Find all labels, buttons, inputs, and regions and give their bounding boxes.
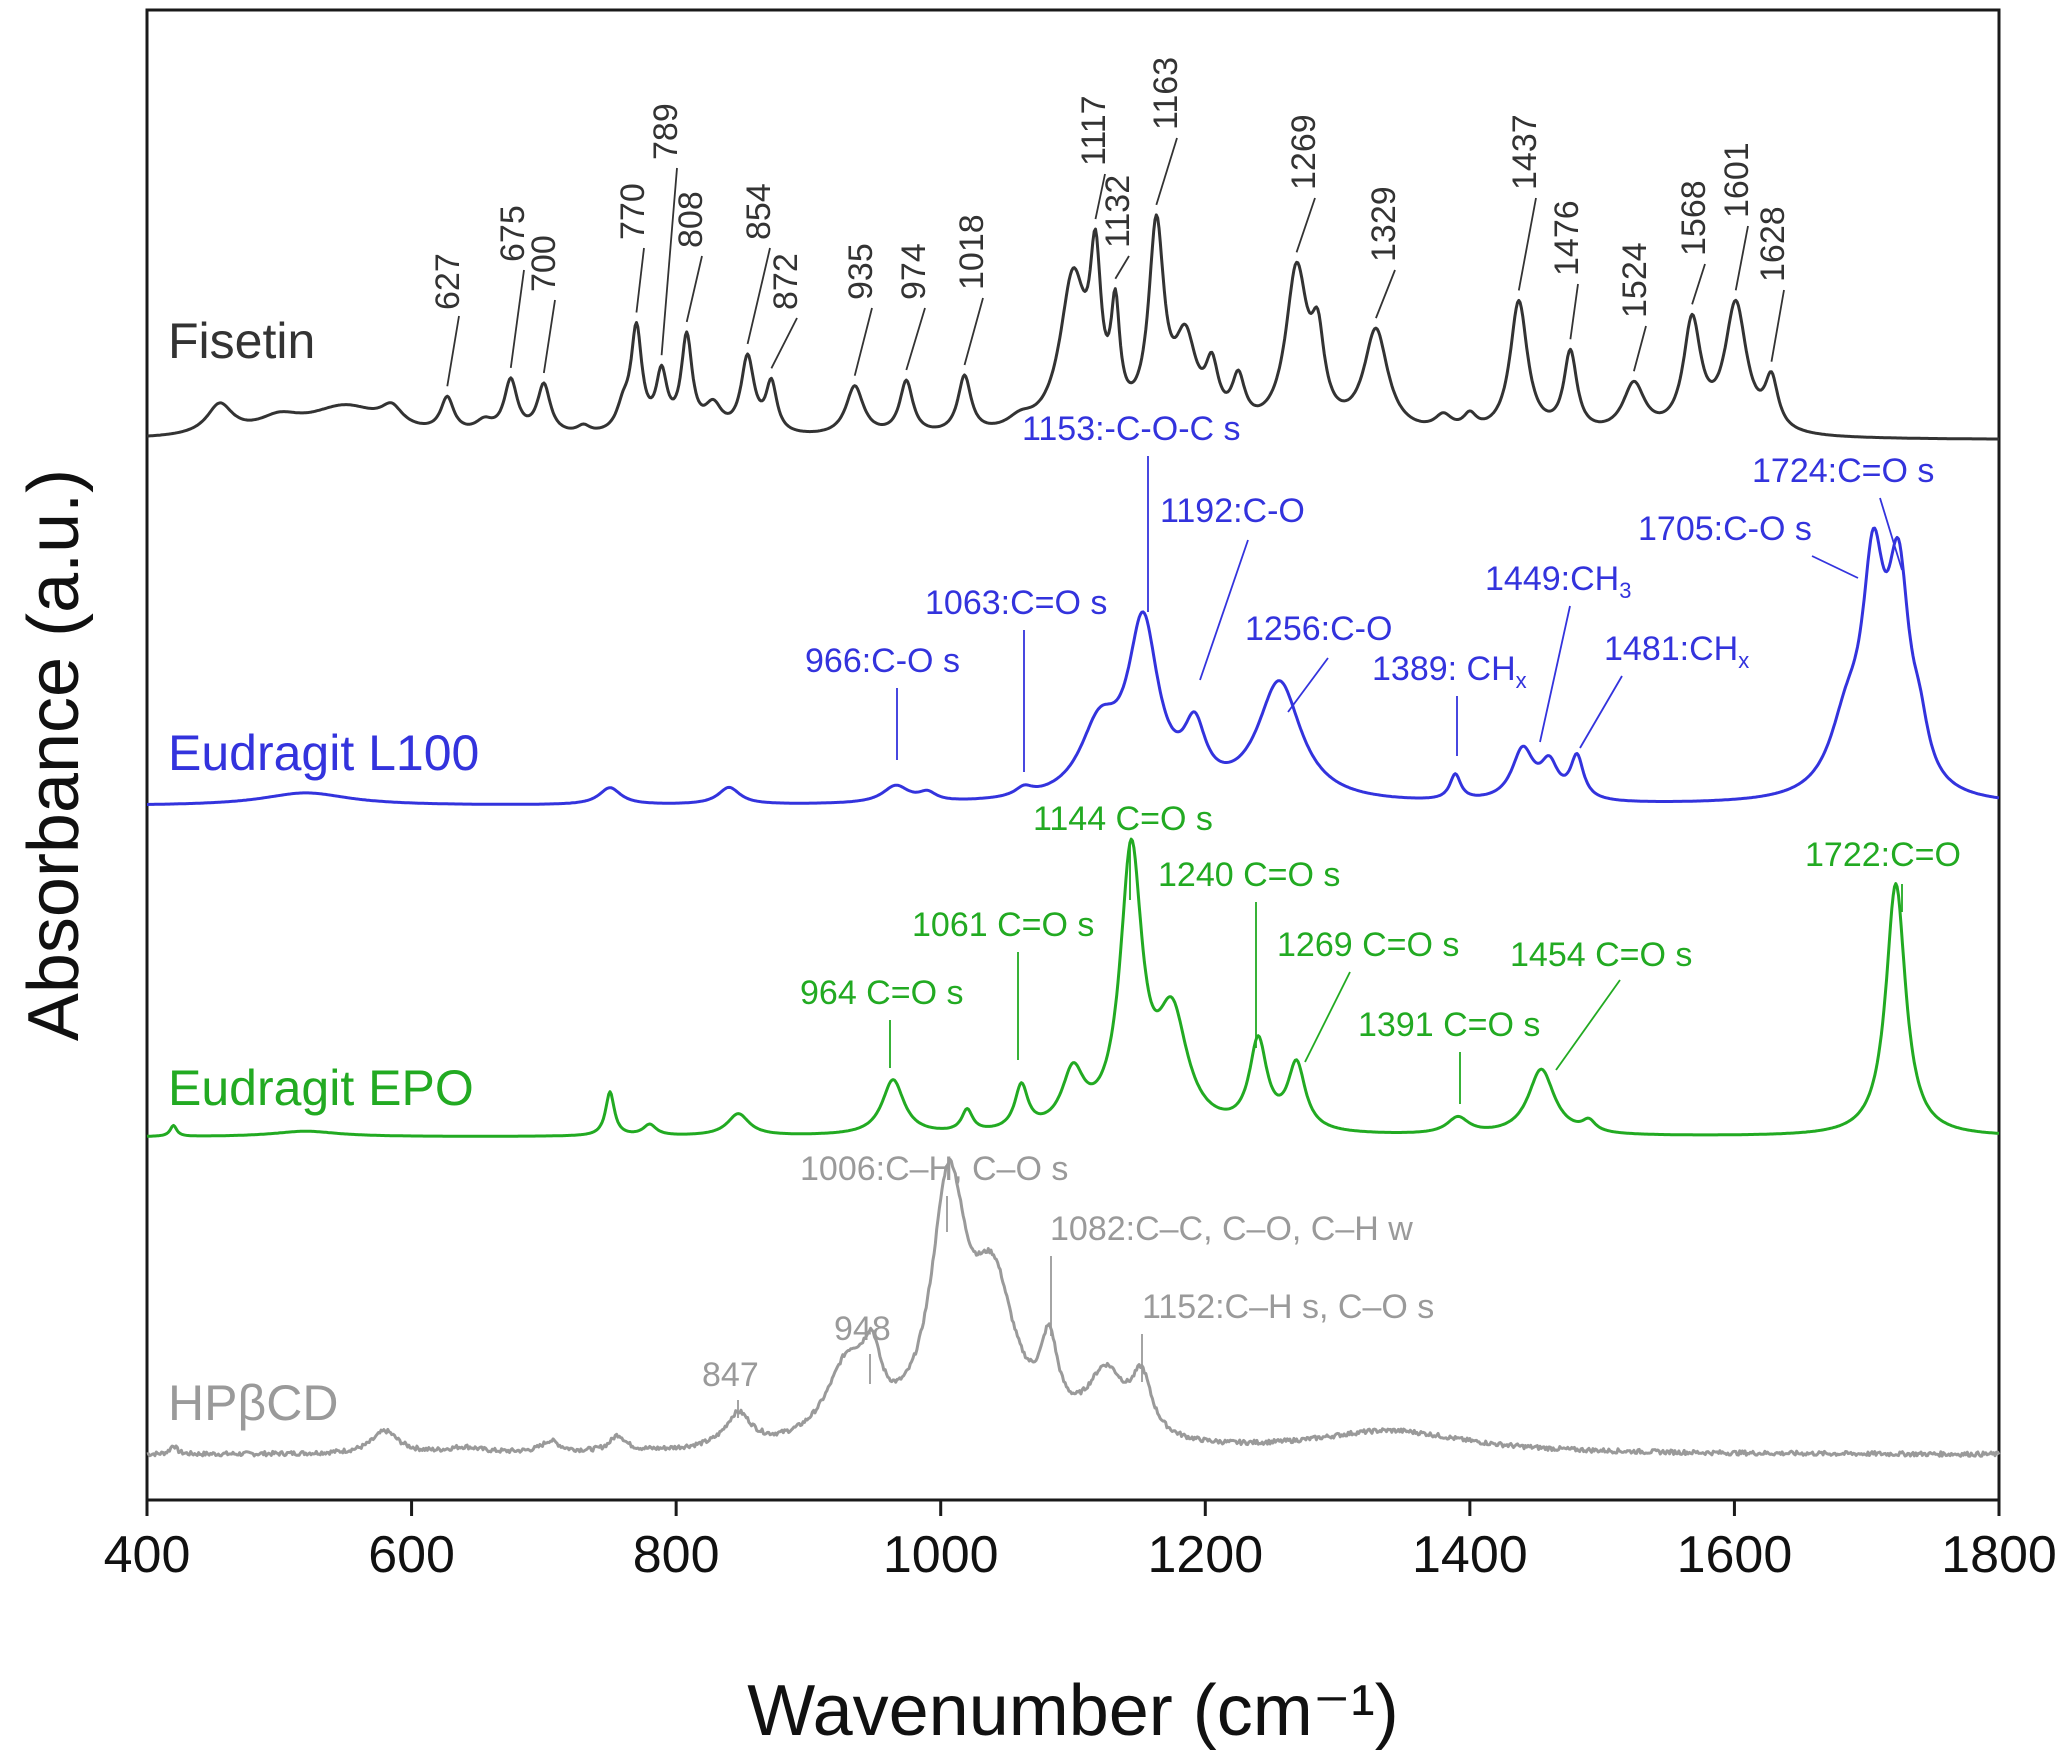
ann-label-2-1: 1061 C=O s [912,906,1094,944]
ann-label-2-2: 1144 C=O s [1033,800,1213,838]
ann-label-0-16: 1437 [1506,114,1544,190]
ann-label-2-7: 1722:C=O [1805,836,1961,874]
ann-line-0-20 [1734,225,1749,291]
curve-1 [146,526,2000,806]
ann-line-1-7 [1579,675,1623,749]
ann-label-0-2: 700 [525,235,563,292]
x-tick-label-400: 400 [104,1526,191,1584]
ann-label-2-3: 1240 C=O s [1158,856,1340,894]
ann-label-3-1: 948 [834,1310,891,1348]
x-tick-label-1600: 1600 [1677,1526,1793,1584]
ann-line-0-13 [1155,137,1178,206]
curve-2 [146,837,2000,1138]
series-labels: Fisetin Eudragit L100 Eudragit EPO HPβCD [168,313,479,1431]
ann-line-0-8 [853,307,873,376]
ann-line-0-10 [963,297,984,366]
ann-label-1-5: 1389: CHx [1372,650,1527,693]
ann-label-0-4: 789 [647,103,685,160]
ann-label-2-6: 1454 C=O s [1510,936,1692,974]
ann-line-0-3 [635,247,645,313]
ann-line-0-12 [1114,255,1130,280]
ann-label-0-18: 1524 [1616,242,1654,318]
x-tick-label-1200: 1200 [1147,1526,1263,1584]
ann-label-0-0: 627 [429,253,467,310]
ann-label-3-0: 847 [702,1356,759,1394]
plot-frame [145,8,2001,1502]
ann-label-3-3: 1082:C–C, C–O, C–H w [1050,1210,1413,1248]
ann-line-1-8 [1811,555,1859,579]
ann-label-0-1: 675 [494,205,532,262]
ann-label-0-20: 1601 [1718,142,1756,218]
ann-line-0-21 [1770,289,1785,362]
ann-label-2-5: 1391 C=O s [1358,1006,1540,1044]
ann-line-2-6 [1555,979,1621,1071]
ann-label-0-17: 1476 [1548,200,1586,276]
ann-line-0-2 [542,299,556,374]
ann-label-0-13: 1163 [1147,57,1185,130]
x-axis-ticks: 400 600 800 1000 1200 1400 1600 1800 [104,1500,2057,1584]
ann-label-0-7: 872 [767,253,805,310]
x-tick-label-1800: 1800 [1941,1526,2057,1584]
x-tick-label-1000: 1000 [883,1526,999,1584]
ann-label-1-4: 1256:C-O [1245,610,1392,648]
ann-line-0-14 [1295,197,1316,253]
spectra-curves [146,213,2001,1458]
ann-label-0-10: 1018 [953,214,991,290]
ann-line-1-6 [1539,605,1571,743]
x-tick-label-1400: 1400 [1412,1526,1528,1584]
series-label-0: Fisetin [168,313,315,369]
ann-label-3-4: 1152:C–H s, C–O s [1142,1288,1434,1326]
ann-line-0-15 [1375,269,1396,319]
ann-label-1-3: 1192:C-O [1160,492,1305,530]
ann-label-0-6: 854 [740,183,778,240]
ann-line-1-9 [1879,497,1903,571]
ann-line-0-16 [1517,197,1537,291]
ann-label-1-1: 1063:C=O s [925,584,1107,622]
ann-line-0-17 [1569,283,1579,340]
ann-line-2-4 [1304,971,1351,1063]
ann-line-0-0 [446,315,460,387]
ann-label-1-6: 1449:CH3 [1485,560,1631,603]
x-tick-label-600: 600 [368,1526,455,1584]
ann-label-1-7: 1481:CHx [1604,630,1749,673]
ann-label-1-8: 1705:C-O s [1638,510,1812,548]
x-tick-label-800: 800 [633,1526,720,1584]
ann-line-0-18 [1633,325,1647,372]
ann-label-0-8: 935 [842,243,880,300]
ann-label-1-9: 1724:C=O s [1752,452,1934,490]
ann-line-0-4 [660,167,678,356]
ann-label-1-0: 966:C-O s [805,642,960,680]
ann-line-0-11 [1094,173,1106,220]
ann-label-0-15: 1329 [1365,186,1403,262]
ann-line-0-1 [509,269,525,369]
series-label-3: HPβCD [168,1375,338,1431]
ann-label-0-3: 770 [614,183,652,240]
ann-label-0-14: 1269 [1285,114,1323,190]
ann-label-3-2: 1006:C–H, C–O s [800,1150,1068,1188]
x-axis-title: Wavenumber (cm⁻¹) [747,1671,1398,1751]
ann-label-0-11: 1117 [1075,95,1113,166]
ann-line-0-7 [770,317,798,369]
series-label-2: Eudragit EPO [168,1060,474,1116]
series-label-1: Eudragit L100 [168,725,479,781]
ann-label-2-4: 1269 C=O s [1277,926,1459,964]
ann-label-0-9: 974 [895,243,933,300]
curve-0 [146,213,2000,441]
ann-label-0-5: 808 [672,191,710,248]
ann-line-0-9 [905,307,926,371]
curve-3 [146,1157,2001,1458]
y-axis-title: Absorbance (a.u.) [14,469,94,1041]
ann-label-2-0: 964 C=O s [800,974,963,1012]
ann-label-1-2: 1153:-C-O-C s [1022,410,1241,448]
ann-line-1-3 [1199,539,1249,681]
ann-line-1-4 [1287,657,1329,713]
ann-label-0-19: 1568 [1675,180,1713,256]
ann-line-0-6 [746,247,771,345]
ann-label-0-12: 1132 [1099,175,1137,248]
ann-line-0-5 [685,255,703,323]
ann-label-0-21: 1628 [1754,206,1792,282]
ann-line-0-19 [1691,263,1706,305]
